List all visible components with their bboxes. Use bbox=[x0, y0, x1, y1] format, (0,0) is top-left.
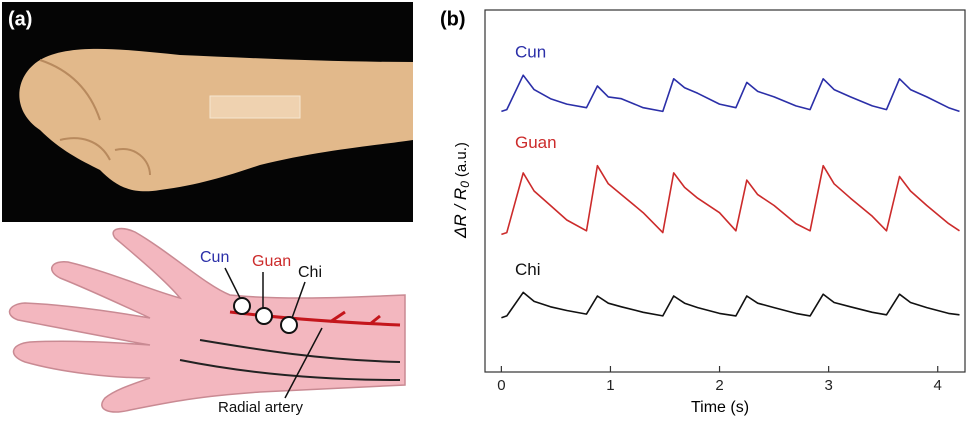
y-label-unit: (a.u.) bbox=[453, 142, 470, 177]
series-line bbox=[501, 292, 959, 317]
x-tick-label: 3 bbox=[824, 377, 832, 394]
y-axis-label: ΔR / R0 (a.u.) bbox=[451, 142, 472, 239]
diagram-label: Guan bbox=[252, 253, 291, 270]
page: {"panel_labels": {"a": "(a)", "b": "(b)"… bbox=[0, 0, 970, 423]
panel-label: (b) bbox=[440, 8, 466, 30]
x-tick-label: 0 bbox=[497, 377, 505, 394]
cun-point bbox=[234, 298, 250, 314]
series-label: Chi bbox=[515, 260, 541, 279]
x-axis-label: Time (s) bbox=[691, 399, 749, 416]
guan-point bbox=[256, 308, 272, 324]
diagram-label: Radial artery bbox=[218, 399, 304, 416]
panel-label: (a) bbox=[8, 8, 32, 30]
y-label-sub: 0 bbox=[458, 181, 472, 188]
series-label: Cun bbox=[515, 43, 546, 62]
x-tick-label: 2 bbox=[715, 377, 723, 394]
sensor bbox=[210, 96, 300, 118]
diagram-label: Chi bbox=[298, 264, 322, 281]
plot-frame bbox=[485, 10, 965, 372]
diagram-label: Cun bbox=[200, 249, 229, 266]
x-tick-label: 4 bbox=[934, 377, 942, 394]
series-line bbox=[501, 166, 959, 235]
figure: (a) Cun Guan Chi Radial artery (b) Time … bbox=[0, 0, 970, 423]
chi-point bbox=[281, 317, 297, 333]
x-tick-label: 1 bbox=[606, 377, 614, 394]
series-label: Guan bbox=[515, 133, 557, 152]
y-label-main: ΔR / R bbox=[451, 188, 470, 239]
series-line bbox=[501, 75, 959, 111]
